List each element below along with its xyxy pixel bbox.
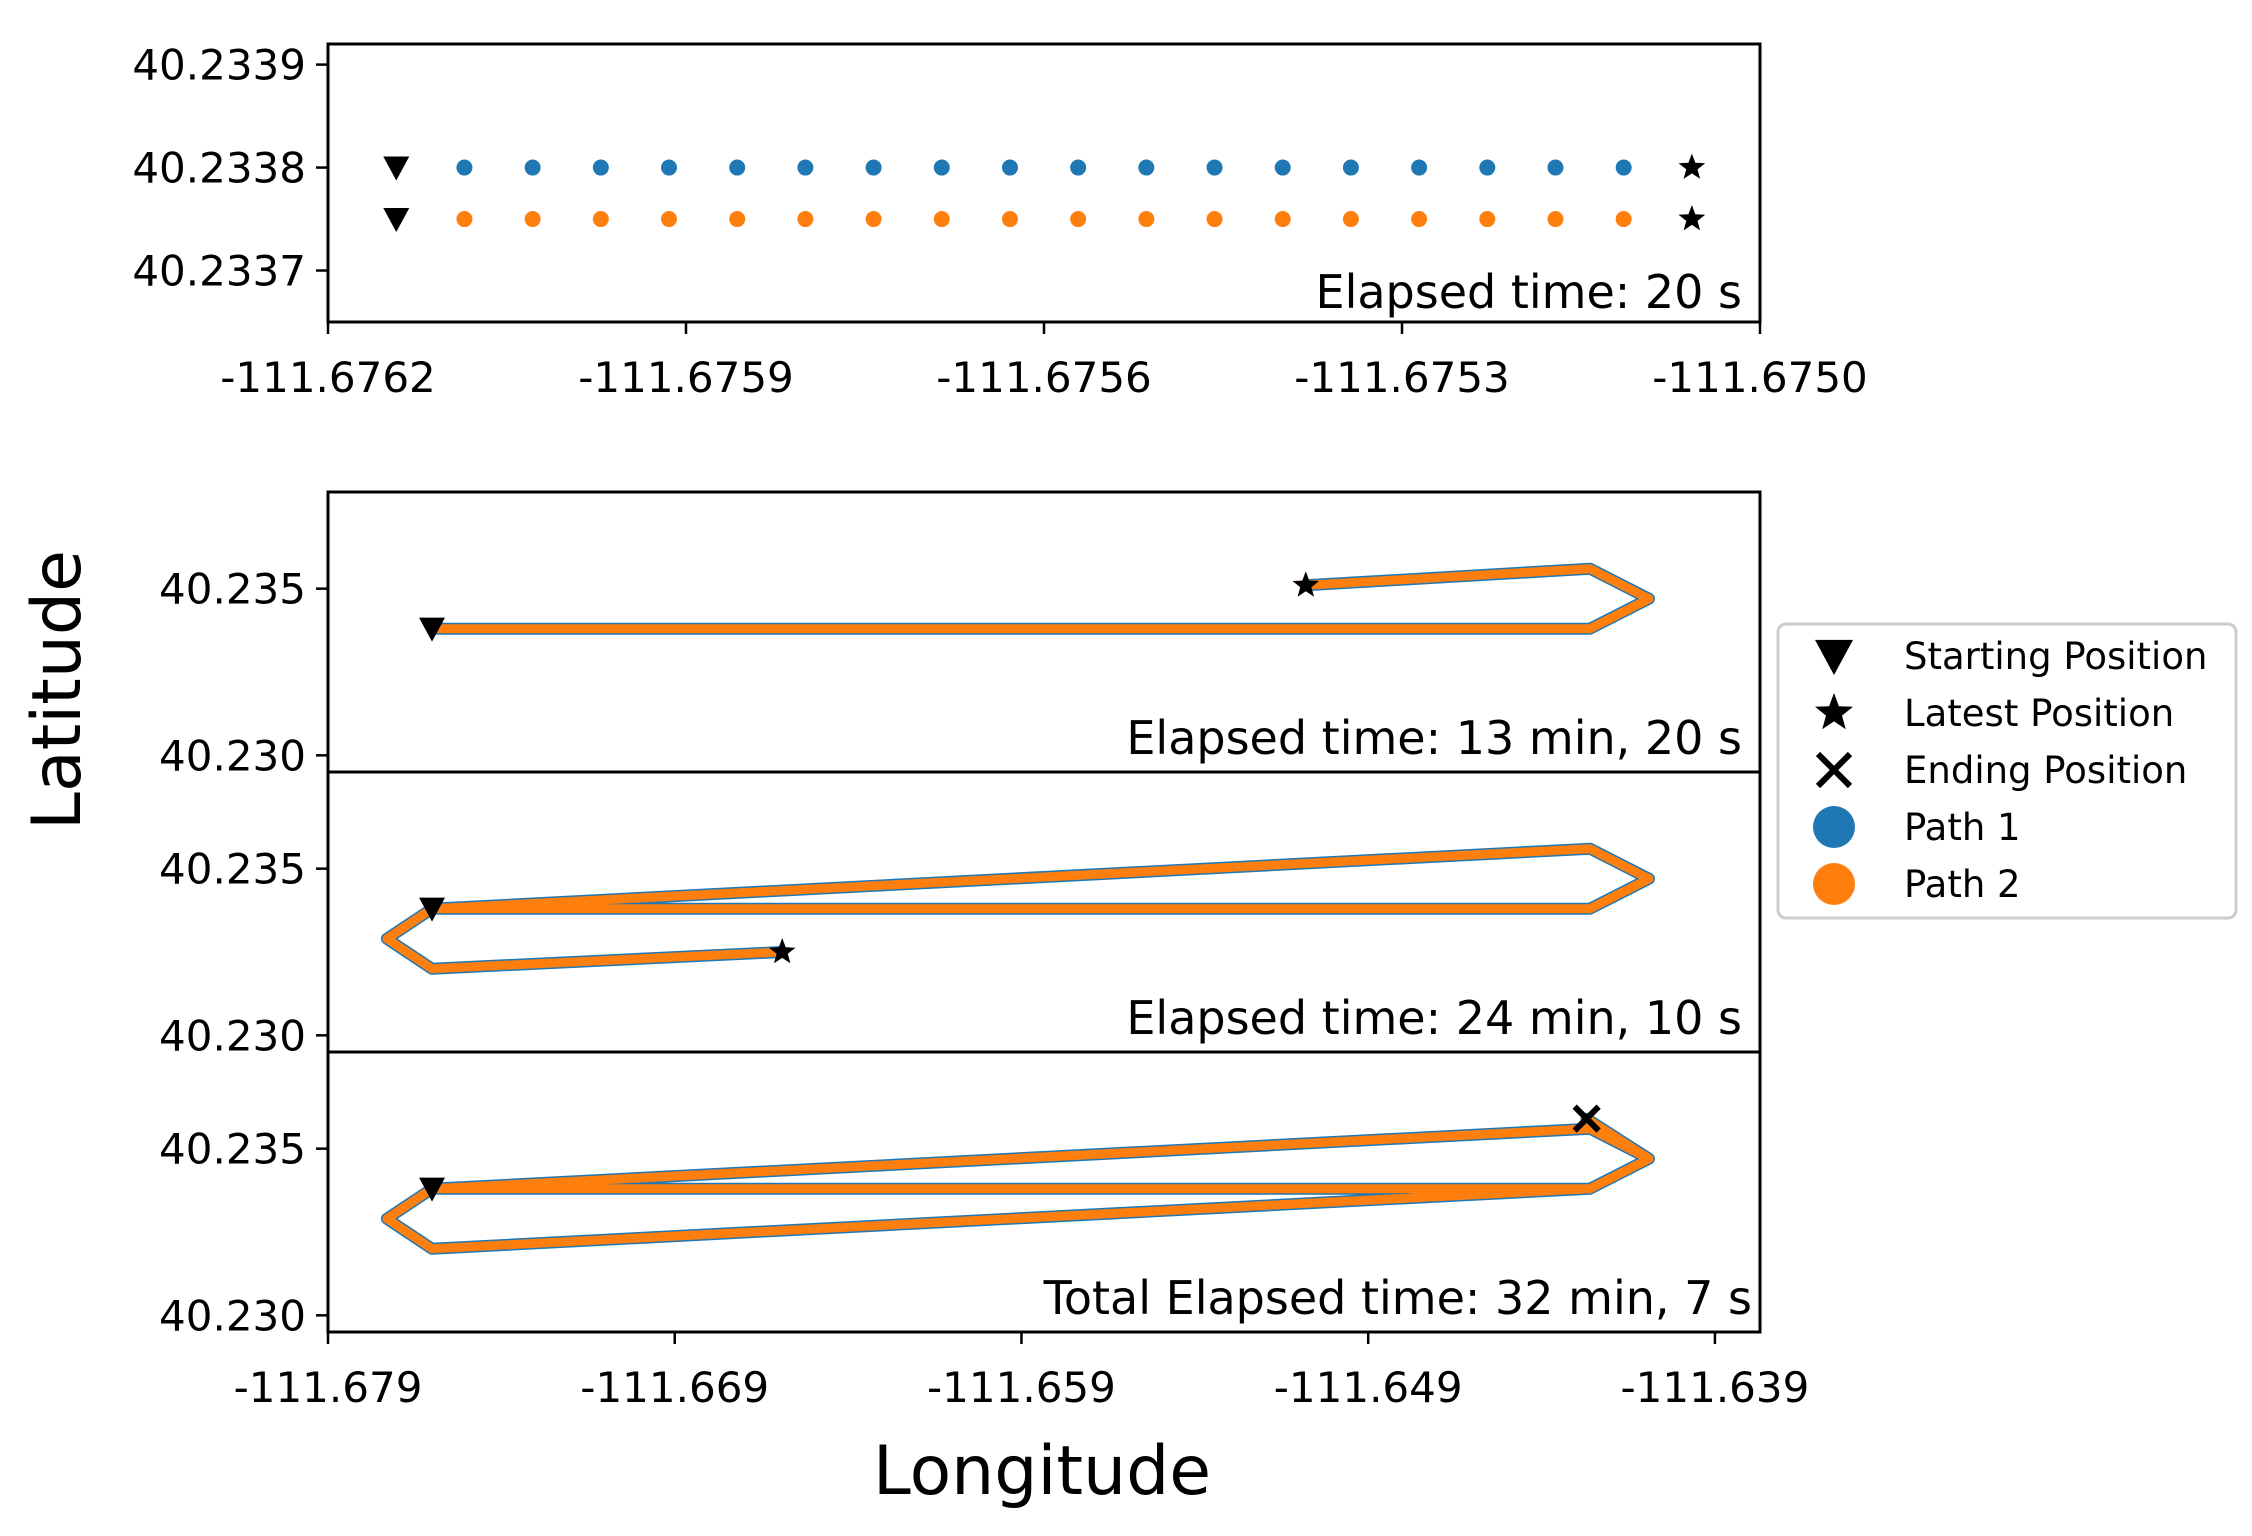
axes-frame [326, 1050, 1762, 1334]
path-1-point [592, 159, 609, 176]
latest-marker [768, 938, 796, 964]
path-1-point [1547, 159, 1564, 176]
panel-1: 40.235 40.230 Elapsed time: 13 min, 20 s [159, 490, 1762, 780]
start-marker [419, 897, 446, 922]
panel-3: 40.235 40.230 Total Elapsed time: 32 min, … [159, 1050, 1810, 1412]
start-marker [383, 156, 410, 181]
path-2-point [1206, 211, 1223, 228]
path-2-point [1479, 211, 1496, 228]
path-2-line [427, 564, 1654, 634]
path-1-point [1342, 159, 1359, 176]
x-tick-label: -111.6759 [578, 353, 794, 402]
path-1-point [524, 159, 541, 176]
legend-label: Path 2 [1904, 863, 2021, 906]
path-2-point [1342, 211, 1359, 228]
x-tick-label: -111.6756 [936, 353, 1152, 402]
x-tick-label: -111.649 [1274, 1363, 1463, 1412]
y-tick-label: 40.230 [159, 731, 306, 780]
path-1-point [1070, 159, 1087, 176]
y-tick-label: 40.230 [159, 1011, 306, 1060]
path-2-point [1001, 211, 1018, 228]
path-2-point [592, 211, 609, 228]
legend-label: Latest Position [1904, 692, 2174, 735]
x-tick-label: -111.639 [1621, 1363, 1810, 1412]
path-2-point [797, 211, 814, 228]
x-tick-label: -111.679 [234, 1363, 423, 1412]
y-tick-label: 40.235 [159, 565, 306, 614]
panel-2: 40.235 40.230 Elapsed time: 24 min, 10 s [159, 770, 1762, 1060]
y-tick-label: 40.230 [159, 1291, 306, 1340]
latest-marker [1292, 571, 1320, 597]
path-2-point [524, 211, 541, 228]
y-tick-label: 40.235 [159, 845, 306, 894]
path-2-point [729, 211, 746, 228]
path-1-point [797, 159, 814, 176]
y-axis-label: Latitude [18, 550, 97, 830]
path-1-point [729, 159, 746, 176]
path-2-point [1547, 211, 1564, 228]
path-2-point [1070, 211, 1087, 228]
y-tick-label: 40.2337 [132, 247, 306, 296]
y-tick-label: 40.2338 [132, 144, 306, 193]
x-tick-label: -111.6753 [1294, 353, 1510, 402]
path-1-point [1479, 159, 1496, 176]
path-2-line [382, 1114, 1654, 1254]
path-2-line [382, 844, 1654, 974]
x-tick-label: -111.6750 [1652, 353, 1868, 402]
path-1-point [1206, 159, 1223, 176]
legend-end-marker [1815, 751, 1853, 789]
path-1-point [1615, 159, 1632, 176]
legend-path-1-swatch [1813, 806, 1855, 848]
start-marker [419, 617, 446, 642]
y-tick-label: 40.235 [159, 1125, 306, 1174]
path-2-point [933, 211, 950, 228]
path-1-point [456, 159, 473, 176]
x-tick-label: -111.659 [927, 1363, 1116, 1412]
elapsed-time-label: Elapsed time: 13 min, 20 s [1126, 711, 1742, 765]
path-2-point [1138, 211, 1155, 228]
x-tick-label: -111.669 [580, 1363, 769, 1412]
latest-marker [1678, 153, 1706, 179]
path-1-point [1138, 159, 1155, 176]
elapsed-time-label: Elapsed time: 24 min, 10 s [1126, 991, 1742, 1045]
legend-frame [1776, 622, 2238, 920]
path-2-point [1615, 211, 1632, 228]
path-1-point [865, 159, 882, 176]
y-tick-label: 40.2339 [132, 41, 306, 90]
legend-label: Ending Position [1904, 749, 2187, 792]
x-axis-label: Longitude [873, 1432, 1211, 1511]
path-1-point [1274, 159, 1291, 176]
path-2-point [865, 211, 882, 228]
path-2-point [1411, 211, 1428, 228]
legend-path-2-swatch [1813, 863, 1855, 905]
path-1-point [933, 159, 950, 176]
path-1-point [1411, 159, 1428, 176]
top-panel: -111.6762 -111.6759 -111.6756 -111.6753 -111… [132, 41, 1867, 402]
latest-marker [1678, 205, 1706, 231]
path-1-point [661, 159, 678, 176]
legend: Starting Position Latest Position Ending P… [1776, 622, 2238, 920]
legend-start-marker [1815, 639, 1853, 675]
legend-latest-marker [1815, 693, 1853, 730]
path-2-point [456, 211, 473, 228]
path-2-point [1274, 211, 1291, 228]
start-marker [419, 1177, 446, 1202]
legend-label: Starting Position [1904, 635, 2207, 678]
path-1-point [1001, 159, 1018, 176]
x-tick-label: -111.6762 [220, 353, 436, 402]
path-2-point [661, 211, 678, 228]
legend-label: Path 1 [1904, 806, 2021, 849]
end-marker [1572, 1104, 1601, 1133]
elapsed-time-label: Total Elapsed time: 32 min, 7 s [1043, 1271, 1752, 1325]
start-marker [383, 207, 410, 233]
elapsed-time-label: Elapsed time: 20 s [1316, 265, 1743, 319]
